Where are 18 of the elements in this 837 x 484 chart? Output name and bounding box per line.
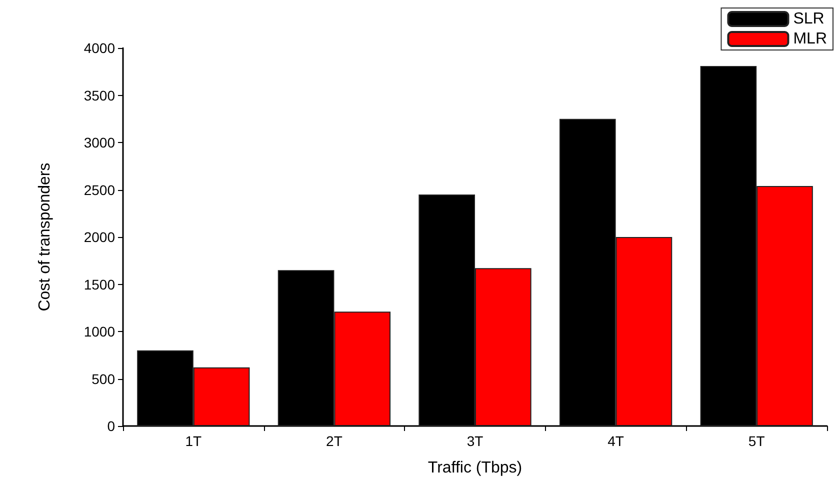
y-tick-label: 2500 [84, 182, 116, 198]
y-axis-title: Cost of transponders [36, 162, 54, 312]
x-tick-label: 1T [185, 433, 202, 449]
legend-label: SLR [793, 10, 824, 28]
x-tick-label: 4T [608, 433, 624, 449]
y-tick-label: 1000 [84, 324, 116, 340]
y-tick-label: 0 [107, 418, 116, 434]
y-tick-label: 3000 [84, 134, 116, 150]
x-axis-title: Traffic (Tbps) [428, 460, 522, 476]
y-tick-label: 3500 [84, 87, 116, 104]
y-tick-label: 500 [92, 370, 116, 387]
y-tick-label: 4000 [84, 40, 116, 56]
legend-label: MLR [793, 30, 827, 48]
y-tick-label: 1500 [84, 276, 116, 292]
y-tick-label: 2000 [84, 229, 116, 245]
x-tick-label: 5T [748, 433, 766, 449]
x-tick-label: 3T [466, 433, 484, 449]
x-tick-label: 2T [326, 433, 343, 449]
